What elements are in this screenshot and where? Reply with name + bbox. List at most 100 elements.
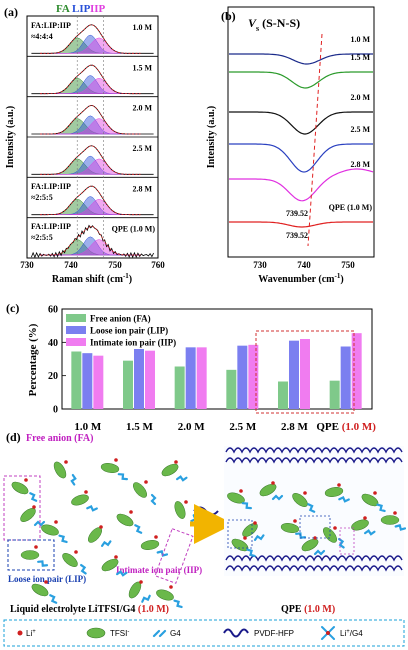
bar: [289, 340, 299, 409]
pvdf-hfp-chain: [225, 457, 403, 464]
li-ion: [74, 550, 78, 554]
legend-entry: Loose ion pair (LIP): [90, 326, 168, 336]
ftir-curves: [229, 53, 374, 228]
concentration-labels: 1.0 M 1.5 M 2.0 M 2.5 M 2.8 M QPE (1.0 M): [112, 23, 156, 234]
g4-molecule: [86, 505, 98, 512]
legend-lip: LIP: [72, 3, 91, 15]
tfsi-anion: [380, 515, 400, 525]
label-loose-ion-pair: Loose ion pair (LIP): [8, 574, 86, 584]
ftir-curve: [229, 143, 373, 173]
panel-d: (d) Free anion (FA) Loose ion pair (LIP)…: [3, 430, 407, 647]
li-ion: [313, 536, 317, 540]
bar: [82, 353, 93, 409]
pvdf-hfp-chain: [225, 555, 403, 562]
g4-icon: [152, 629, 167, 638]
li-ion: [174, 460, 178, 464]
legend-box: [3, 619, 405, 647]
y-tick-label: 60: [48, 305, 58, 316]
g4-molecule: [253, 534, 265, 541]
fit-envelope: [40, 185, 141, 216]
g4-molecule: [58, 534, 68, 544]
panel-c-label: (c): [6, 301, 19, 315]
ftir-curve: [229, 53, 373, 65]
g4-molecule: [338, 537, 345, 549]
caption-left: Liquid electrolyte LiTFSI/G4 (1.0 M): [10, 604, 169, 615]
panel-b-xlabel: Wavenumber (cm-1): [258, 272, 343, 285]
g4-molecule: [141, 594, 151, 603]
li-center-icon: [326, 631, 330, 635]
legend-swatch: [66, 338, 86, 346]
curve-label: 1.5 M: [350, 53, 370, 62]
legend-entry: Intimate ion pair (IIP): [90, 338, 176, 348]
li-ion: [303, 491, 307, 495]
bar-chart: [71, 333, 362, 409]
label-free-anion: Free anion (FA): [26, 433, 93, 444]
a-xtick: 750: [108, 260, 122, 270]
panel-b: (b) Vs (S-N-S) 1.0 M1.5 M2.0 M2.5 M2.8 M…: [206, 6, 375, 285]
curve-label: 1.0 M: [350, 35, 370, 44]
bar: [300, 339, 310, 409]
concentration-label: 2.5 M: [132, 144, 152, 153]
g4-molecule: [363, 529, 376, 536]
b-xtick: 730: [253, 260, 267, 270]
concentration-label: 1.5 M: [132, 63, 152, 72]
g4-molecule: [295, 532, 307, 539]
fit-envelope: [40, 145, 141, 175]
li-ion: [393, 511, 397, 515]
curve-label: QPE (1.0 M): [329, 203, 373, 212]
g4-molecule: [394, 524, 407, 531]
tfsi-anion: [242, 523, 258, 537]
legend-g4: G4: [170, 629, 181, 638]
panel-b-xticks: 730 740 750: [253, 260, 355, 270]
pvdf-hfp-icon: [223, 628, 249, 638]
g4-molecule: [307, 503, 316, 513]
x-tick-label: 1.5 M: [126, 421, 154, 433]
g4-molecule: [117, 473, 128, 481]
tfsi-anion: [20, 550, 40, 560]
tfsi-anion: [324, 487, 344, 497]
g4-molecule: [376, 503, 386, 513]
tfsi-anion: [101, 558, 119, 572]
li-ion: [32, 505, 36, 509]
fit-peak: [40, 239, 141, 256]
li-ion: [114, 458, 118, 462]
raman-spectra-stack: [27, 16, 158, 259]
x-tick-label: 2.5 M: [229, 421, 257, 433]
li-ion: [293, 519, 297, 523]
panel-a-xlabel: Raman shift (cm-1): [52, 272, 132, 285]
transition-arrow: [190, 504, 234, 544]
curve-label: 2.0 M: [350, 93, 370, 102]
qpe-illustration: [224, 446, 407, 576]
g4-molecule: [156, 550, 169, 557]
g4-molecule: [313, 549, 326, 556]
bar: [329, 380, 340, 409]
g4-molecule: [241, 502, 252, 510]
raman-spectrum: [31, 224, 154, 259]
g4-molecule: [49, 594, 58, 604]
bar: [185, 347, 196, 409]
tfsi-anion: [351, 519, 369, 531]
x-tick-label: 2.0 M: [178, 421, 206, 433]
tfsi-anion: [20, 508, 36, 522]
y-tick-label: 40: [48, 338, 58, 349]
panel-b-title: Vs (S-N-S): [248, 16, 300, 33]
li-ion: [239, 489, 243, 493]
caption-right: QPE (1.0 M): [281, 604, 335, 615]
tfsi-anion: [301, 538, 319, 552]
legend-fa: FA: [56, 3, 70, 15]
legend-swatch: [66, 326, 86, 334]
g4-molecule: [338, 496, 350, 503]
panel-d-label: (d): [6, 430, 21, 444]
tfsi-anion: [161, 463, 179, 477]
panel-a-ylabel: Intensity (a.u.): [5, 106, 16, 169]
g4-molecule: [80, 563, 87, 575]
g4-molecule: [37, 560, 49, 567]
li-ion: [363, 516, 367, 520]
tfsi-anion: [133, 482, 147, 498]
y-tick-label: 0: [53, 405, 58, 416]
iip-box: [154, 528, 194, 584]
bar: [248, 344, 259, 409]
g4-molecule: [29, 492, 38, 502]
bar: [196, 347, 207, 409]
bar: [278, 381, 288, 409]
